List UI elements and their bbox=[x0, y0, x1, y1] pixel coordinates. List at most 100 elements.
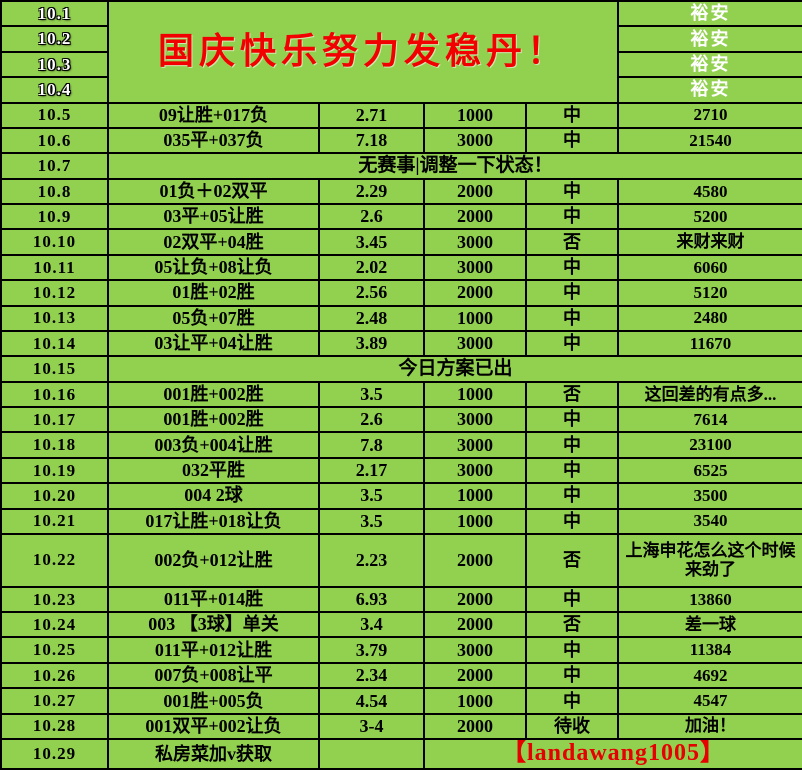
date-cell: 10.1 bbox=[0, 0, 109, 28]
bet-cell: 004 2球 bbox=[107, 482, 320, 510]
result-cell: 中 bbox=[524, 101, 620, 129]
date-cell: 10.27 bbox=[0, 687, 109, 715]
date-cell: 10.22 bbox=[0, 532, 109, 588]
date-cell: 10.5 bbox=[0, 101, 109, 129]
result-cell: 中 bbox=[524, 279, 620, 307]
table-row: 10.26 007负+008让平 2.34 2000 中 4692 bbox=[0, 661, 802, 690]
note-cell: 4580 bbox=[617, 177, 802, 206]
note-cell: 13860 bbox=[617, 585, 802, 614]
date-cell: 10.23 bbox=[0, 585, 109, 614]
stake-cell: 2000 bbox=[423, 585, 527, 614]
stake-cell: 3000 bbox=[423, 126, 527, 155]
date-cell: 10.6 bbox=[0, 126, 109, 155]
date-cell: 10.20 bbox=[0, 482, 109, 510]
table-row: 10.24 003 【3球】单关 3.4 2000 否差一球 bbox=[0, 611, 802, 639]
bet-cell: 017让胜+018让负 bbox=[107, 507, 320, 535]
bet-cell: 02双平+04胜 bbox=[107, 228, 320, 256]
note-cell: 差一球 bbox=[617, 611, 802, 639]
table-row: 10.8 01负＋02双平 2.29 2000 中 4580 bbox=[0, 177, 802, 206]
odds-cell: 2.23 bbox=[318, 532, 425, 588]
table-row: 10.5 09让胜+017负 2.71 1000 中 2710 bbox=[0, 101, 802, 129]
date-cell: 10.29 bbox=[0, 737, 109, 770]
table-row: 10.2 裕安 bbox=[0, 25, 802, 53]
table-row: 10.6 035平+037负 7.18 3000 中 21540 bbox=[0, 126, 802, 155]
date-cell: 10.3 bbox=[0, 50, 109, 79]
note-cell: 11384 bbox=[617, 636, 802, 664]
table-row: 10.27 001胜+005负 4.54 1000 中 4547 bbox=[0, 687, 802, 715]
bet-cell: 001胜+002胜 bbox=[107, 405, 320, 434]
result-cell: 中 bbox=[524, 636, 620, 664]
stake-cell: 3000 bbox=[423, 253, 527, 282]
odds-cell: 4.54 bbox=[318, 687, 425, 715]
date-cell: 10.11 bbox=[0, 253, 109, 282]
table-row: 10.16 001胜+002胜 3.5 1000 否这回差的有点多... bbox=[0, 380, 802, 409]
odds-cell: 2.71 bbox=[318, 101, 425, 129]
result-cell: 否 bbox=[524, 380, 620, 409]
stake-cell: 2000 bbox=[423, 611, 527, 639]
result-cell: 中 bbox=[524, 177, 620, 206]
note-cell: 这回差的有点多... bbox=[617, 380, 802, 409]
table-row: 10.25 011平+012让胜 3.79 3000 中 11384 bbox=[0, 636, 802, 664]
side-cell: 裕安 bbox=[617, 25, 802, 53]
stake-cell: 1000 bbox=[423, 380, 527, 409]
date-cell: 10.18 bbox=[0, 431, 109, 459]
date-cell: 10.21 bbox=[0, 507, 109, 535]
table-row: 10.29 私房菜加v获取 【landawang1005】 bbox=[0, 737, 802, 770]
stake-cell: 1000 bbox=[423, 101, 527, 129]
date-cell: 10.24 bbox=[0, 611, 109, 639]
note-cell: 4692 bbox=[617, 661, 802, 690]
note-cell: 2710 bbox=[617, 101, 802, 129]
bet-cell: 09让胜+017负 bbox=[107, 101, 320, 129]
stake-cell: 3000 bbox=[423, 329, 527, 358]
date-cell: 10.19 bbox=[0, 456, 109, 485]
bet-cell: 007负+008让平 bbox=[107, 661, 320, 690]
odds-cell: 3.45 bbox=[318, 228, 425, 256]
note-cell: 5120 bbox=[617, 279, 802, 307]
stake-cell: 1000 bbox=[423, 687, 527, 715]
result-cell: 中 bbox=[524, 304, 620, 332]
note-cell: 3540 bbox=[617, 507, 802, 535]
odds-cell: 2.56 bbox=[318, 279, 425, 307]
odds-cell: 2.17 bbox=[318, 456, 425, 485]
odds-cell: 6.93 bbox=[318, 585, 425, 614]
date-cell: 10.25 bbox=[0, 636, 109, 664]
table-row: 10.1 国庆快乐努力发稳丹！ 裕安 bbox=[0, 0, 802, 104]
result-cell: 中 bbox=[524, 202, 620, 231]
result-cell: 否 bbox=[524, 532, 620, 588]
stake-cell: 1000 bbox=[423, 507, 527, 535]
date-cell: 10.16 bbox=[0, 380, 109, 409]
result-cell: 中 bbox=[524, 329, 620, 358]
bet-cell: 003负+004让胜 bbox=[107, 431, 320, 459]
note-cell: 来财来财 bbox=[617, 228, 802, 256]
result-cell: 中 bbox=[524, 661, 620, 690]
stake-cell: 2000 bbox=[423, 177, 527, 206]
result-cell: 中 bbox=[524, 507, 620, 535]
date-cell: 10.15 bbox=[0, 355, 109, 383]
table-row: 10.20 004 2球 3.5 1000 中 3500 bbox=[0, 482, 802, 510]
table-row: 10.14 03让平+04让胜 3.89 3000 中 11670 bbox=[0, 329, 802, 358]
table-row: 10.13 05负+07胜 2.48 1000 中 2480 bbox=[0, 304, 802, 332]
note-cell: 23100 bbox=[617, 431, 802, 459]
table-row: 10.10 02双平+04胜 3.45 3000 否来财来财 bbox=[0, 228, 802, 256]
odds-cell: 3.89 bbox=[318, 329, 425, 358]
table-row: 10.7 无赛事|调整一下状态！ bbox=[0, 152, 802, 180]
bet-cell: 01胜+02胜 bbox=[107, 279, 320, 307]
result-cell: 中 bbox=[524, 253, 620, 282]
note-cell: 2480 bbox=[617, 304, 802, 332]
table-row: 10.17 001胜+002胜 2.6 3000 中 7614 bbox=[0, 405, 802, 434]
stake-cell: 3000 bbox=[423, 405, 527, 434]
odds-cell: 2.34 bbox=[318, 661, 425, 690]
odds-cell: 3.5 bbox=[318, 507, 425, 535]
table-row: 10.21 017让胜+018让负 3.5 1000 中 3540 bbox=[0, 507, 802, 535]
table-row: 10.9 03平+05让胜 2.6 2000 中 5200 bbox=[0, 202, 802, 231]
odds-cell: 2.6 bbox=[318, 405, 425, 434]
side-cell: 裕安 bbox=[617, 0, 802, 28]
stake-cell: 2000 bbox=[423, 661, 527, 690]
result-cell: 中 bbox=[524, 431, 620, 459]
stake-cell: 3000 bbox=[423, 228, 527, 256]
date-cell: 10.14 bbox=[0, 329, 109, 358]
date-cell: 10.7 bbox=[0, 152, 109, 180]
date-cell: 10.28 bbox=[0, 712, 109, 740]
